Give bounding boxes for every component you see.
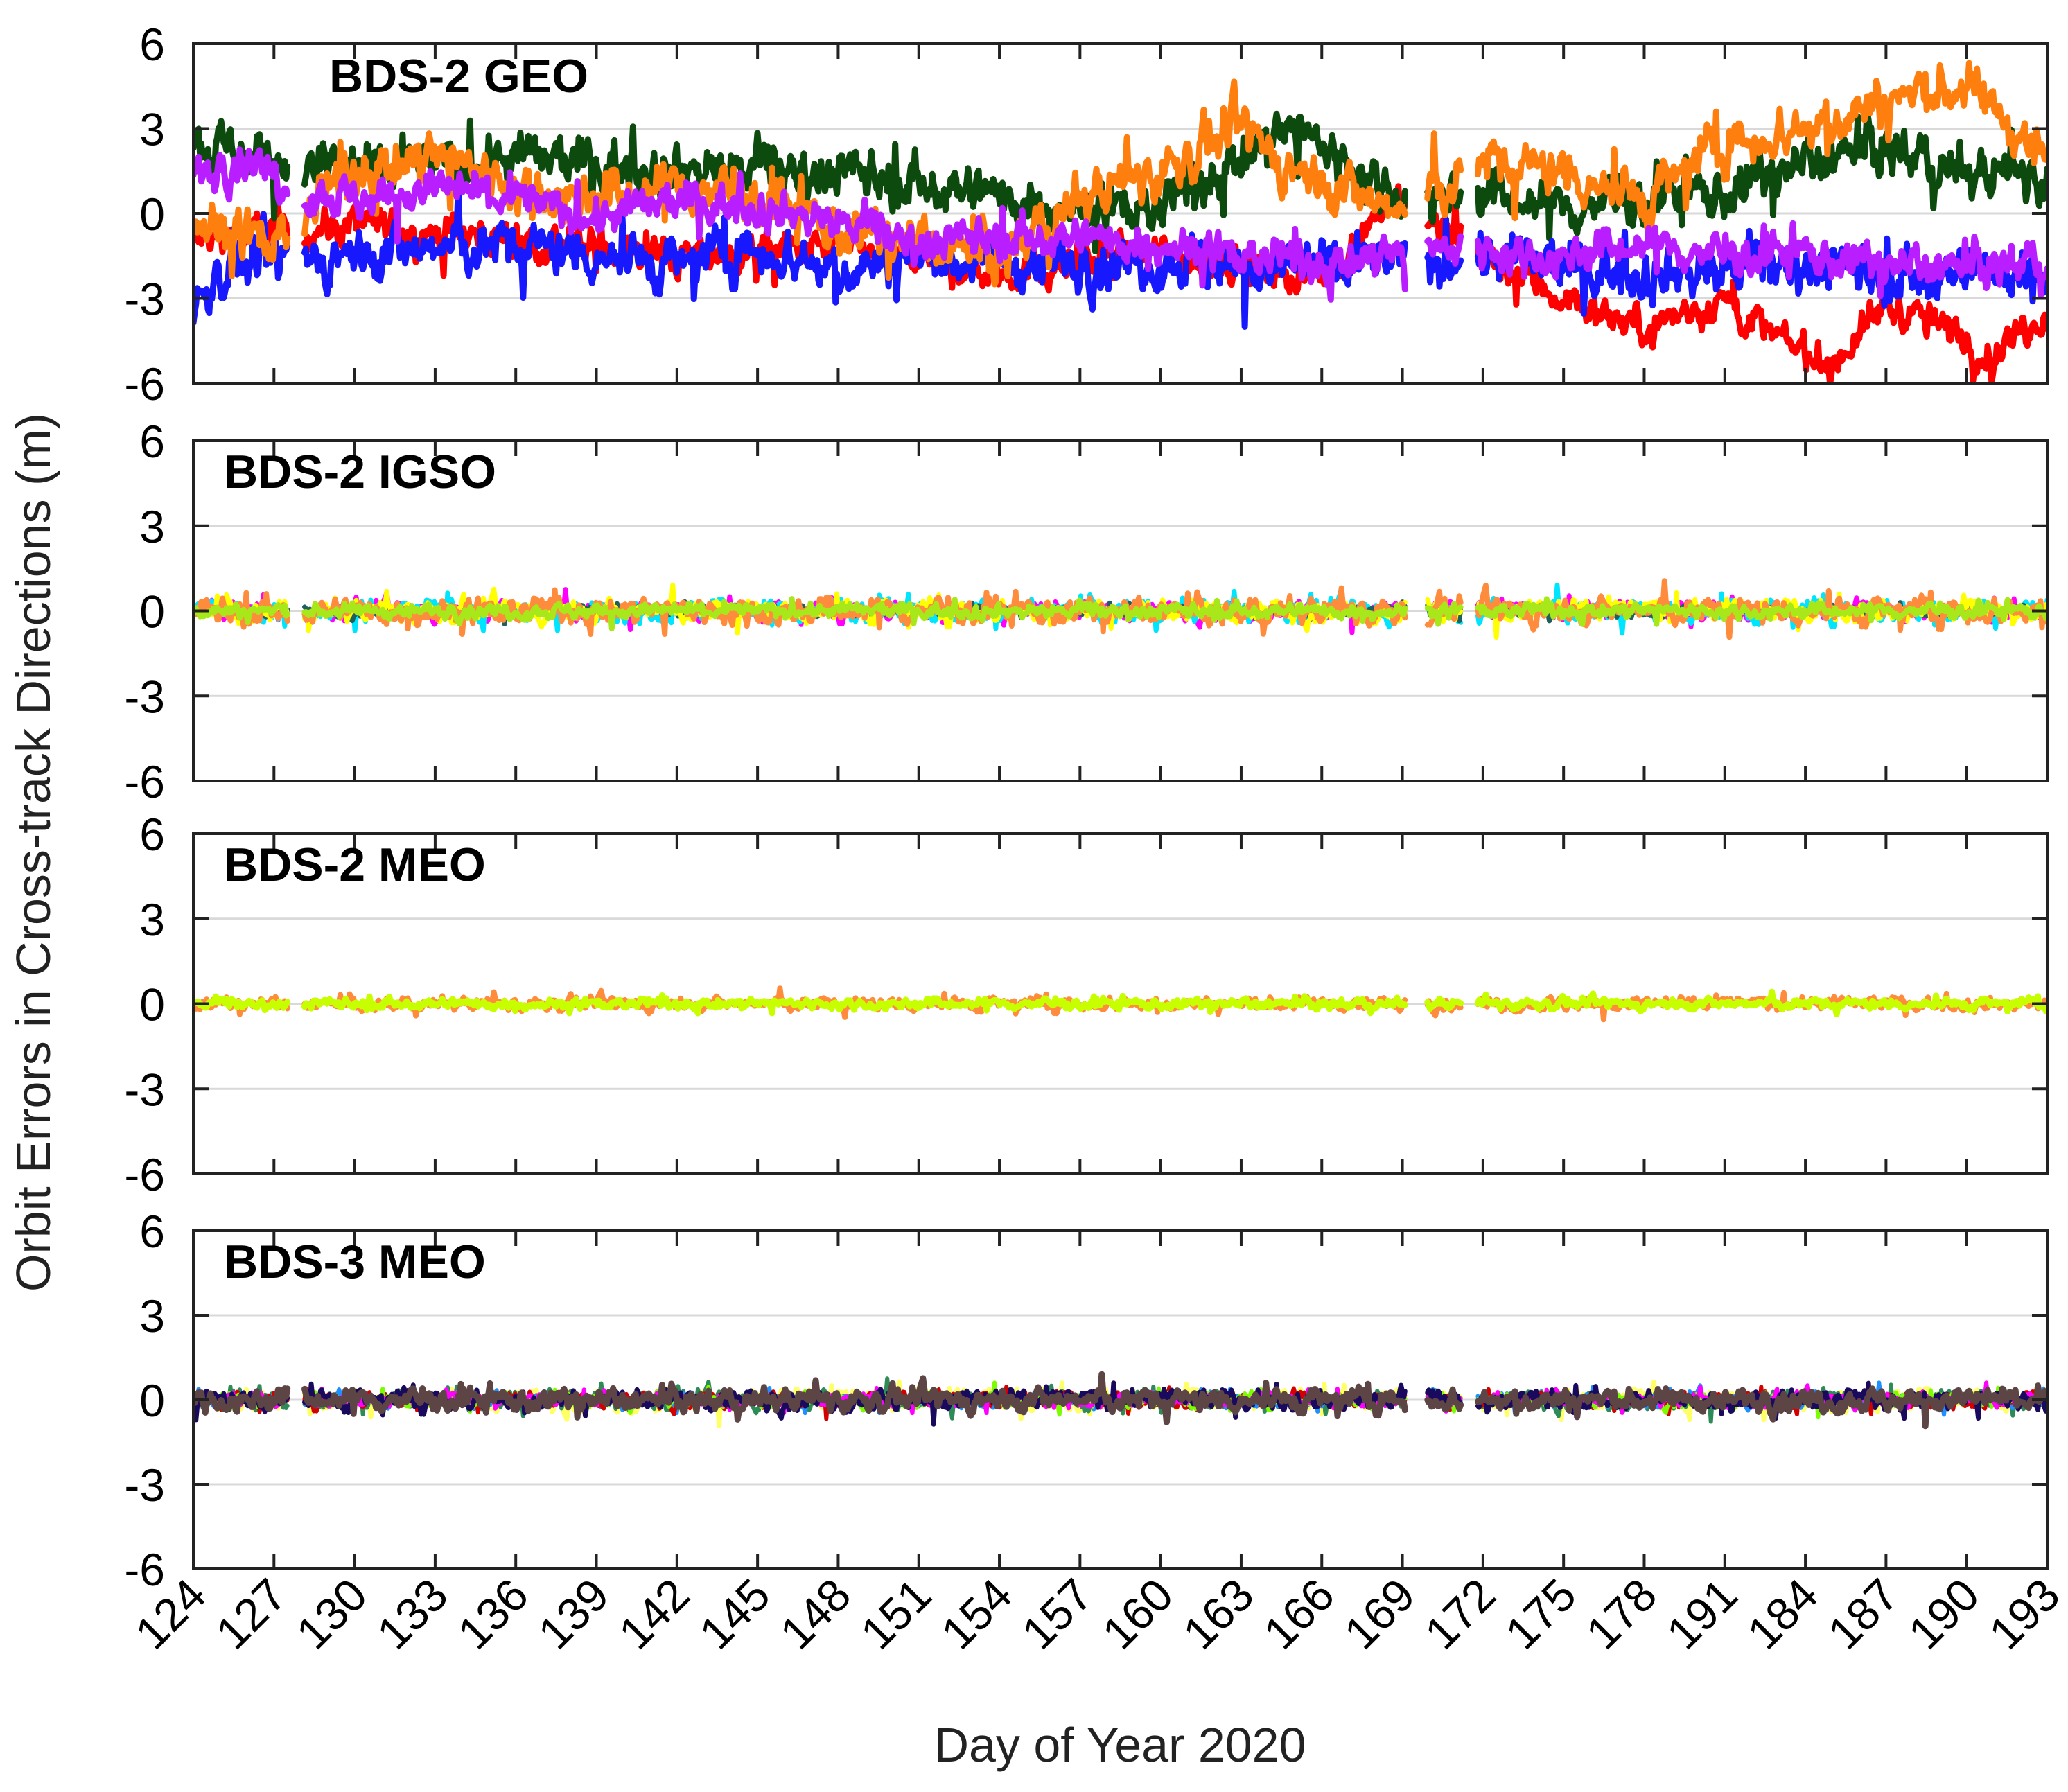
x-tick-label: 163 <box>1173 1569 1263 1659</box>
y-tick-label: -6 <box>124 1149 165 1200</box>
series-line-meo-h <box>193 1371 2047 1430</box>
x-tick-label: 160 <box>1092 1569 1182 1659</box>
series-group <box>193 60 2047 383</box>
x-tick-label: 139 <box>528 1569 618 1659</box>
panel-1: 6 3 0 -3 -6 BDS-2 GEO <box>124 19 2049 410</box>
x-tick-label: 130 <box>286 1569 376 1659</box>
y-tick-label: -6 <box>124 756 165 807</box>
y-tick-label: 6 <box>139 1206 165 1257</box>
x-tick-label: 142 <box>609 1569 699 1659</box>
x-tick-label: 148 <box>770 1569 860 1659</box>
x-tick-label: 127 <box>206 1569 296 1659</box>
x-tick-label: 193 <box>1979 1569 2068 1659</box>
y-tick-label: 3 <box>139 894 165 945</box>
y-tick-label: 0 <box>139 1375 165 1426</box>
panel-title: BDS-2 GEO <box>329 50 588 103</box>
y-tick-label: 3 <box>139 1290 165 1342</box>
panel-title: BDS-2 MEO <box>224 838 486 891</box>
x-tick-label: 136 <box>448 1569 538 1659</box>
series-line-meo-2 <box>193 988 2047 1018</box>
series-line-geo-5 <box>193 146 2047 303</box>
x-tick-label: 151 <box>850 1569 940 1659</box>
y-tick-label: 6 <box>139 19 165 70</box>
series-line-igso-6 <box>193 596 2047 631</box>
y-tick-label: -6 <box>124 1544 165 1595</box>
x-tick-label: 172 <box>1415 1569 1505 1659</box>
x-tick-labels: 1241271301331361391421451481511541571601… <box>125 1569 2068 1659</box>
x-tick-label: 133 <box>367 1569 457 1659</box>
series-group <box>193 985 2047 1023</box>
panel-title: BDS-3 MEO <box>224 1236 486 1288</box>
x-axis-label: Day of Year 2020 <box>934 1718 1306 1772</box>
y-tick-label: 0 <box>139 188 165 240</box>
series-line-geo-3 <box>193 184 2047 330</box>
y-tick-label: -3 <box>124 1459 165 1511</box>
y-tick-label: 3 <box>139 104 165 155</box>
x-tick-label: 187 <box>1818 1569 1908 1659</box>
y-tick-label: 6 <box>139 809 165 860</box>
y-tick-label: -3 <box>124 1064 165 1115</box>
x-tick-label: 191 <box>1656 1569 1746 1659</box>
y-tick-label: 3 <box>139 501 165 552</box>
y-tick-label: -6 <box>124 358 165 410</box>
series-group <box>193 578 2047 640</box>
y-tick-label: -3 <box>124 274 165 325</box>
series-line-igso-5 <box>193 578 2047 640</box>
y-tick-label: 0 <box>139 979 165 1030</box>
x-tick-label: 154 <box>931 1569 1022 1659</box>
x-tick-label: 145 <box>690 1569 780 1659</box>
y-tick-label: 0 <box>139 586 165 638</box>
y-tick-label: -3 <box>124 671 165 722</box>
panel-4: 6 3 0 -3 -6 BDS-3 MEO <box>124 1206 2049 1595</box>
panel-3: 6 3 0 -3 -6 BDS-2 MEO <box>124 809 2049 1200</box>
x-tick-label: 166 <box>1254 1569 1344 1659</box>
y-axis-label: Orbit Errors in Cross-track Directions (… <box>6 413 60 1292</box>
series-group <box>193 1371 2047 1430</box>
panel-title: BDS-2 IGSO <box>224 446 496 498</box>
x-tick-label: 178 <box>1576 1569 1666 1659</box>
x-tick-label: 175 <box>1496 1569 1586 1659</box>
x-tick-label: 169 <box>1334 1569 1424 1659</box>
x-tick-label: 190 <box>1898 1569 1988 1659</box>
x-tick-label: 157 <box>1012 1569 1102 1659</box>
x-tick-label: 184 <box>1737 1569 1828 1659</box>
panel-2: 6 3 0 -3 -6 BDS-2 IGSO <box>124 416 2049 807</box>
y-tick-label: 6 <box>139 416 165 467</box>
panels: 6 3 0 -3 -6 BDS-2 GEO 6 3 0 -3 -6 BDS-2 IGSO 6 3 0 -3 -6… <box>124 19 2068 1659</box>
